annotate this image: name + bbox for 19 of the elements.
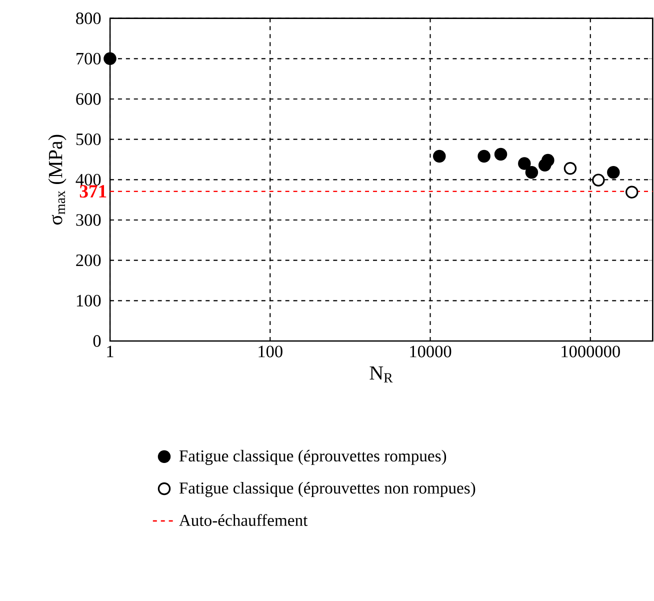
y-axis-title: σ$_{max}$ (MPa) (48, 134, 66, 225)
y-tick-label: 500 (76, 134, 101, 146)
y-tick-label: 600 (76, 93, 101, 105)
x-tick-label: 10000 (410, 346, 452, 358)
x-tick-label: 1000000 (562, 346, 620, 358)
y-tick-label: 400 (76, 174, 101, 186)
legend-label: Fatigue classique (éprouvettes non rompues) (179, 482, 476, 498)
y-tick-label: 0 (93, 335, 101, 347)
y-tick-label: 200 (76, 254, 101, 266)
x-tick-label: 1 (107, 346, 114, 358)
annotation: 371 (80, 185, 106, 198)
x-tick-label: 100 (258, 346, 282, 358)
y-tick-label: 100 (76, 294, 101, 306)
legend-label: Fatigue classique (éprouvettes rompues) (179, 450, 446, 465)
y-tick-label: 300 (76, 214, 101, 226)
x-axis-title: N$_{R}$ (370, 366, 393, 382)
legend-label: Auto-échauffement (179, 514, 308, 526)
y-tick-label: 800 (76, 12, 101, 24)
y-tick-label: 700 (76, 52, 101, 64)
